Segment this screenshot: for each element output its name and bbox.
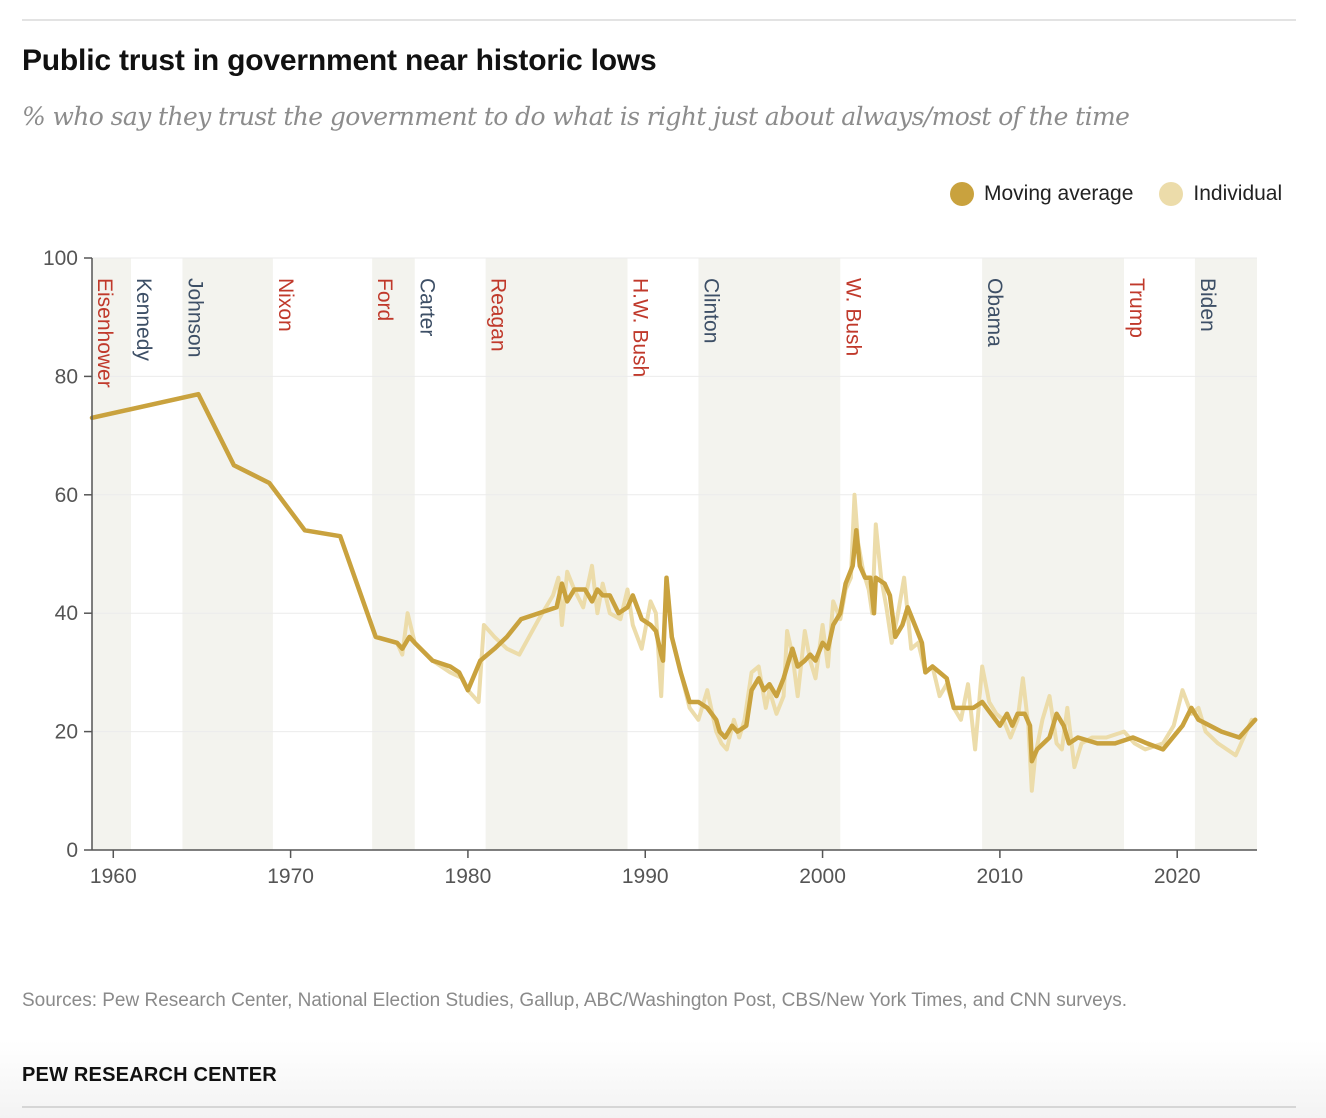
term-band-clinton [698, 258, 841, 850]
chart-title: Public trust in government near historic… [22, 44, 657, 77]
term-band-biden [1194, 258, 1257, 850]
y-tick-label-80: 80 [55, 365, 78, 388]
term-band-obama [982, 258, 1125, 850]
y-tick-label-0: 0 [66, 839, 78, 862]
president-labels: Eisenhower Kennedy Johnson Nixon Ford Carter R… [93, 278, 1219, 388]
legend-label-individual: Individual [1193, 182, 1283, 205]
y-tick-label-20: 20 [55, 721, 78, 744]
legend-label-moving-average: Moving average [984, 182, 1134, 205]
president-label-reagan: Reagan [487, 278, 510, 352]
x-tick-label-1990: 1990 [622, 865, 669, 888]
president-label-obama: Obama [983, 278, 1006, 347]
x-tick-label-2010: 2010 [977, 865, 1024, 888]
president-label-trump: Trump [1125, 278, 1148, 338]
president-label-h-w-bush: H.W. Bush [629, 278, 652, 377]
legend-swatch-individual [1159, 182, 1184, 206]
term-band-eisenhower [92, 258, 132, 850]
president-label-ford: Ford [373, 278, 396, 321]
y-tick-label-60: 60 [55, 484, 78, 507]
president-label-w-bush: W. Bush [841, 278, 864, 356]
line-chart: Eisenhower Kennedy Johnson Nixon Ford Carter R… [43, 247, 1258, 888]
president-term-bands [92, 258, 1257, 850]
x-tick-label-1970: 1970 [267, 865, 314, 888]
bottom-divider [22, 1106, 1296, 1108]
series-line-individual [90, 392, 1254, 793]
chart-legend: Moving average Individual [950, 182, 1282, 206]
term-band-johnson [182, 258, 273, 850]
president-label-johnson: Johnson [183, 278, 206, 357]
axes: 0 20 40 60 80 100 1960 1970 1980 1990 2000 2010 2020 [43, 247, 1257, 888]
footer-background [0, 1040, 1326, 1118]
data-lines [89, 391, 1258, 793]
chart-subtitle: % who say they trust the government to d… [22, 102, 1130, 131]
x-tick-label-2000: 2000 [799, 865, 846, 888]
y-tick-label-100: 100 [43, 247, 78, 270]
org-credit: PEW RESEARCH CENTER [22, 1064, 277, 1086]
x-tick-label-1960: 1960 [90, 865, 137, 888]
y-tick-label-40: 40 [55, 602, 78, 625]
top-divider [22, 19, 1296, 21]
legend-swatch-moving-average [950, 182, 974, 206]
term-band-reagan [485, 258, 628, 850]
series-line-moving-average [89, 391, 1258, 764]
president-label-clinton: Clinton [699, 278, 722, 343]
x-tick-label-1980: 1980 [445, 865, 492, 888]
sources-note: Sources: Pew Research Center, National E… [22, 990, 1127, 1011]
term-band-ford [372, 258, 415, 850]
president-label-eisenhower: Eisenhower [93, 278, 116, 388]
president-label-carter: Carter [416, 278, 439, 336]
president-label-nixon: Nixon [274, 278, 297, 332]
president-label-kennedy: Kennedy [132, 278, 155, 361]
president-label-biden: Biden [1196, 278, 1219, 332]
x-tick-label-2020: 2020 [1154, 865, 1201, 888]
legend-item-individual: Individual [1159, 182, 1282, 206]
legend-item-moving-average: Moving average [950, 182, 1133, 206]
